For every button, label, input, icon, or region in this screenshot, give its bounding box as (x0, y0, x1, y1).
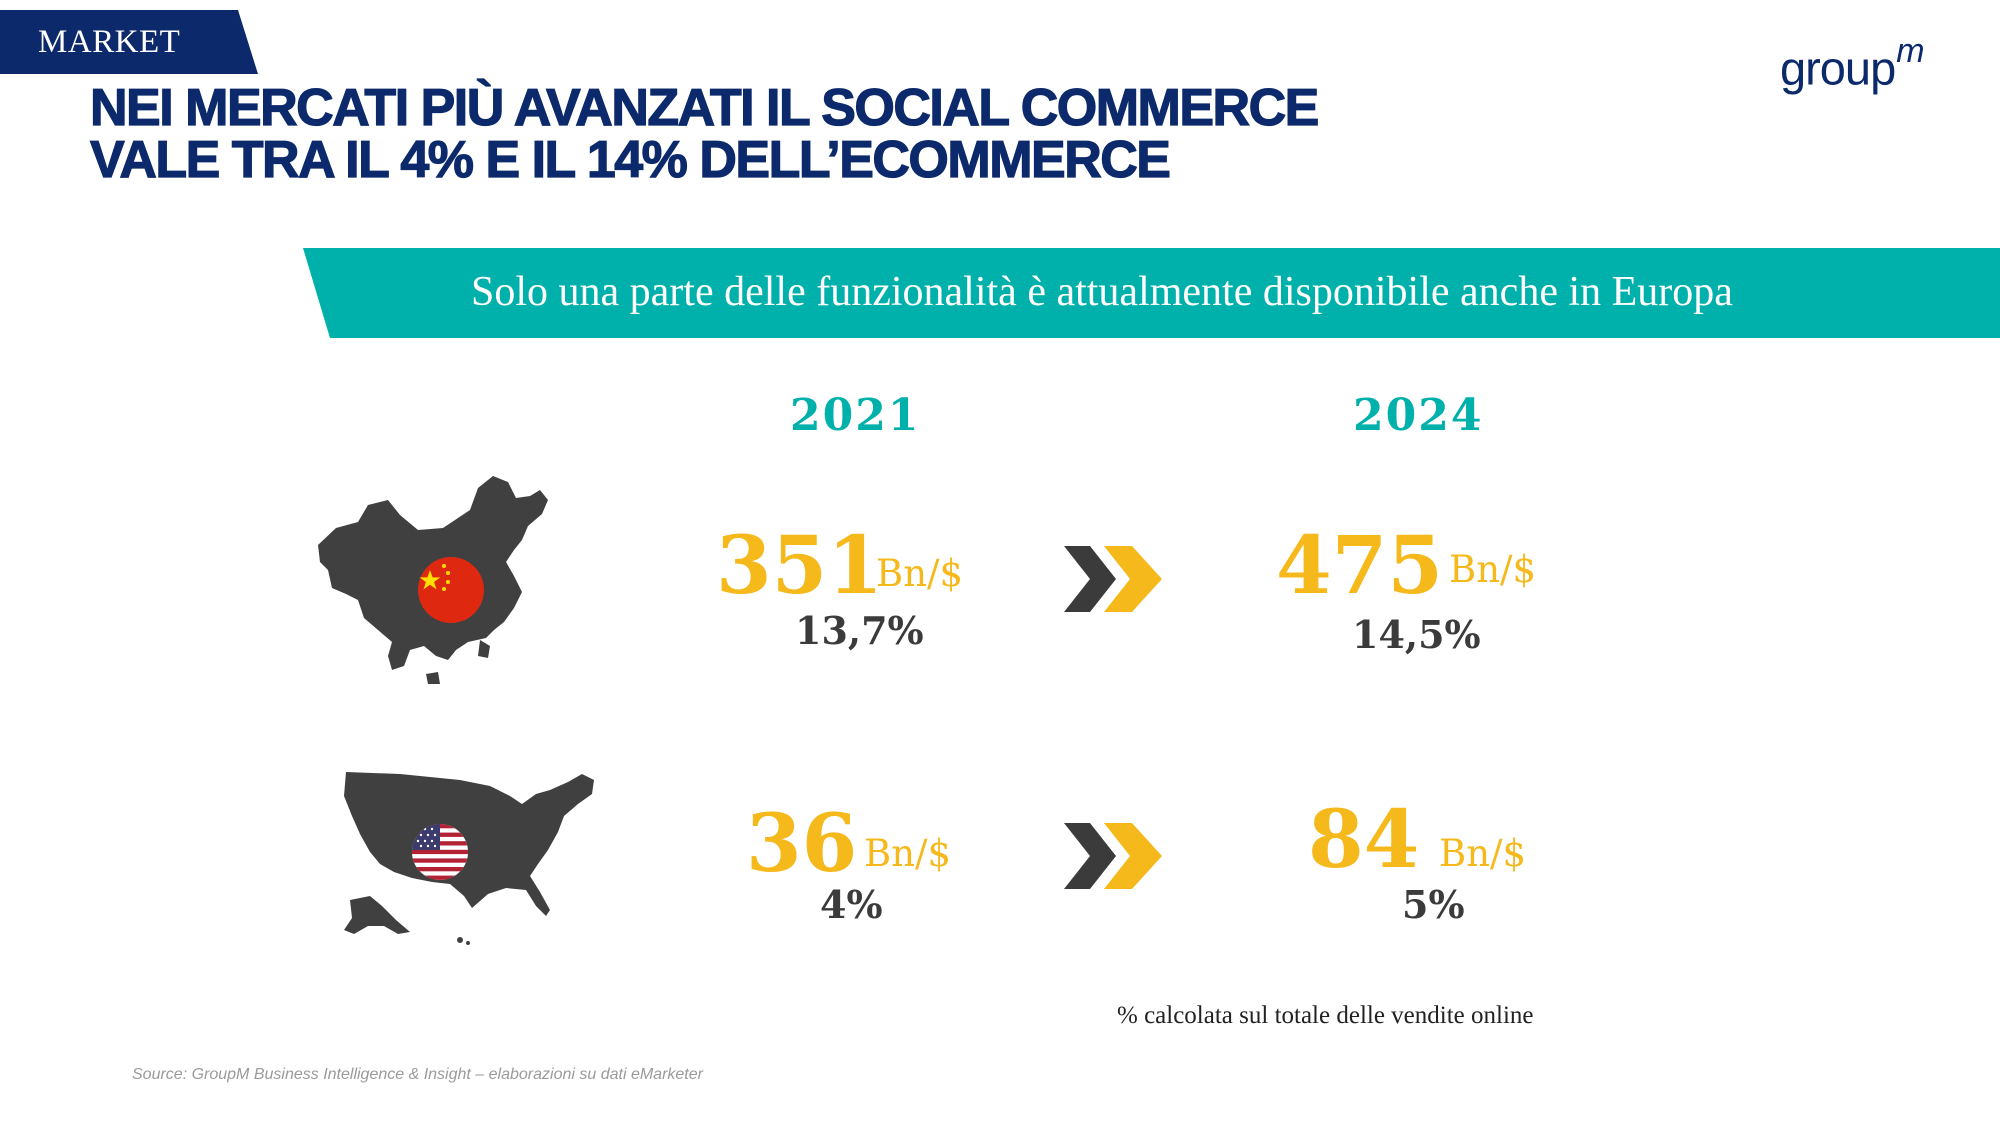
usa-flag-icon (412, 824, 468, 880)
usa-2021-value: 36 (746, 796, 858, 890)
china-2021-value: 351 (716, 518, 883, 612)
china-2024-value: 475 (1276, 518, 1443, 612)
china-flag-big-star (419, 570, 441, 590)
chevron-right-icon (1064, 823, 1162, 889)
page-title: NEI MERCATI PIÙ AVANZATI IL SOCIAL COMME… (89, 79, 1320, 189)
page-title-line-1: NEI MERCATI PIÙ AVANZATI IL SOCIAL COMME… (89, 79, 1320, 137)
year-2021-heading: 2021 (790, 390, 921, 441)
chevron-right-icon (1064, 546, 1162, 612)
usa-map-icon (344, 772, 594, 945)
usa-2021-unit: Bn/$ (864, 832, 952, 875)
usa-2024-unit: Bn/$ (1439, 832, 1527, 875)
section-tag-label: MARKET (38, 24, 181, 60)
page-title-line-2: VALE TRA IL 4% E IL 14% DELL’ECOMMERCE (89, 131, 1171, 189)
china-2021-unit: Bn/$ (876, 552, 964, 595)
alaska-shape (344, 896, 410, 934)
china-2024-unit: Bn/$ (1449, 548, 1537, 591)
usa-2024-share: 5% (1402, 882, 1465, 927)
logo-suffix: m (1896, 32, 1924, 70)
china-flag-icon (418, 557, 484, 623)
subtitle-banner-text: Solo una parte delle funzionalità è attu… (471, 269, 1733, 315)
china-map-icon (318, 476, 548, 684)
subtitle-banner: Solo una parte delle funzionalità è attu… (303, 248, 2000, 338)
logo-text: group (1780, 41, 1896, 95)
usa-2024-value: 84 (1308, 792, 1420, 886)
groupm-logo: groupm (1780, 32, 1925, 96)
year-2024-heading: 2024 (1353, 390, 1484, 441)
usa-2021-share: 4% (820, 882, 883, 927)
usa-map-shape (344, 772, 594, 916)
china-2021-share: 13,7% (795, 608, 924, 653)
china-2024-share: 14,5% (1352, 612, 1481, 657)
footnote: % calcolata sul totale delle vendite onl… (1117, 1002, 1534, 1029)
source-text: Source: GroupM Business Intelligence & I… (132, 1066, 703, 1083)
section-tag: MARKET (0, 10, 258, 74)
